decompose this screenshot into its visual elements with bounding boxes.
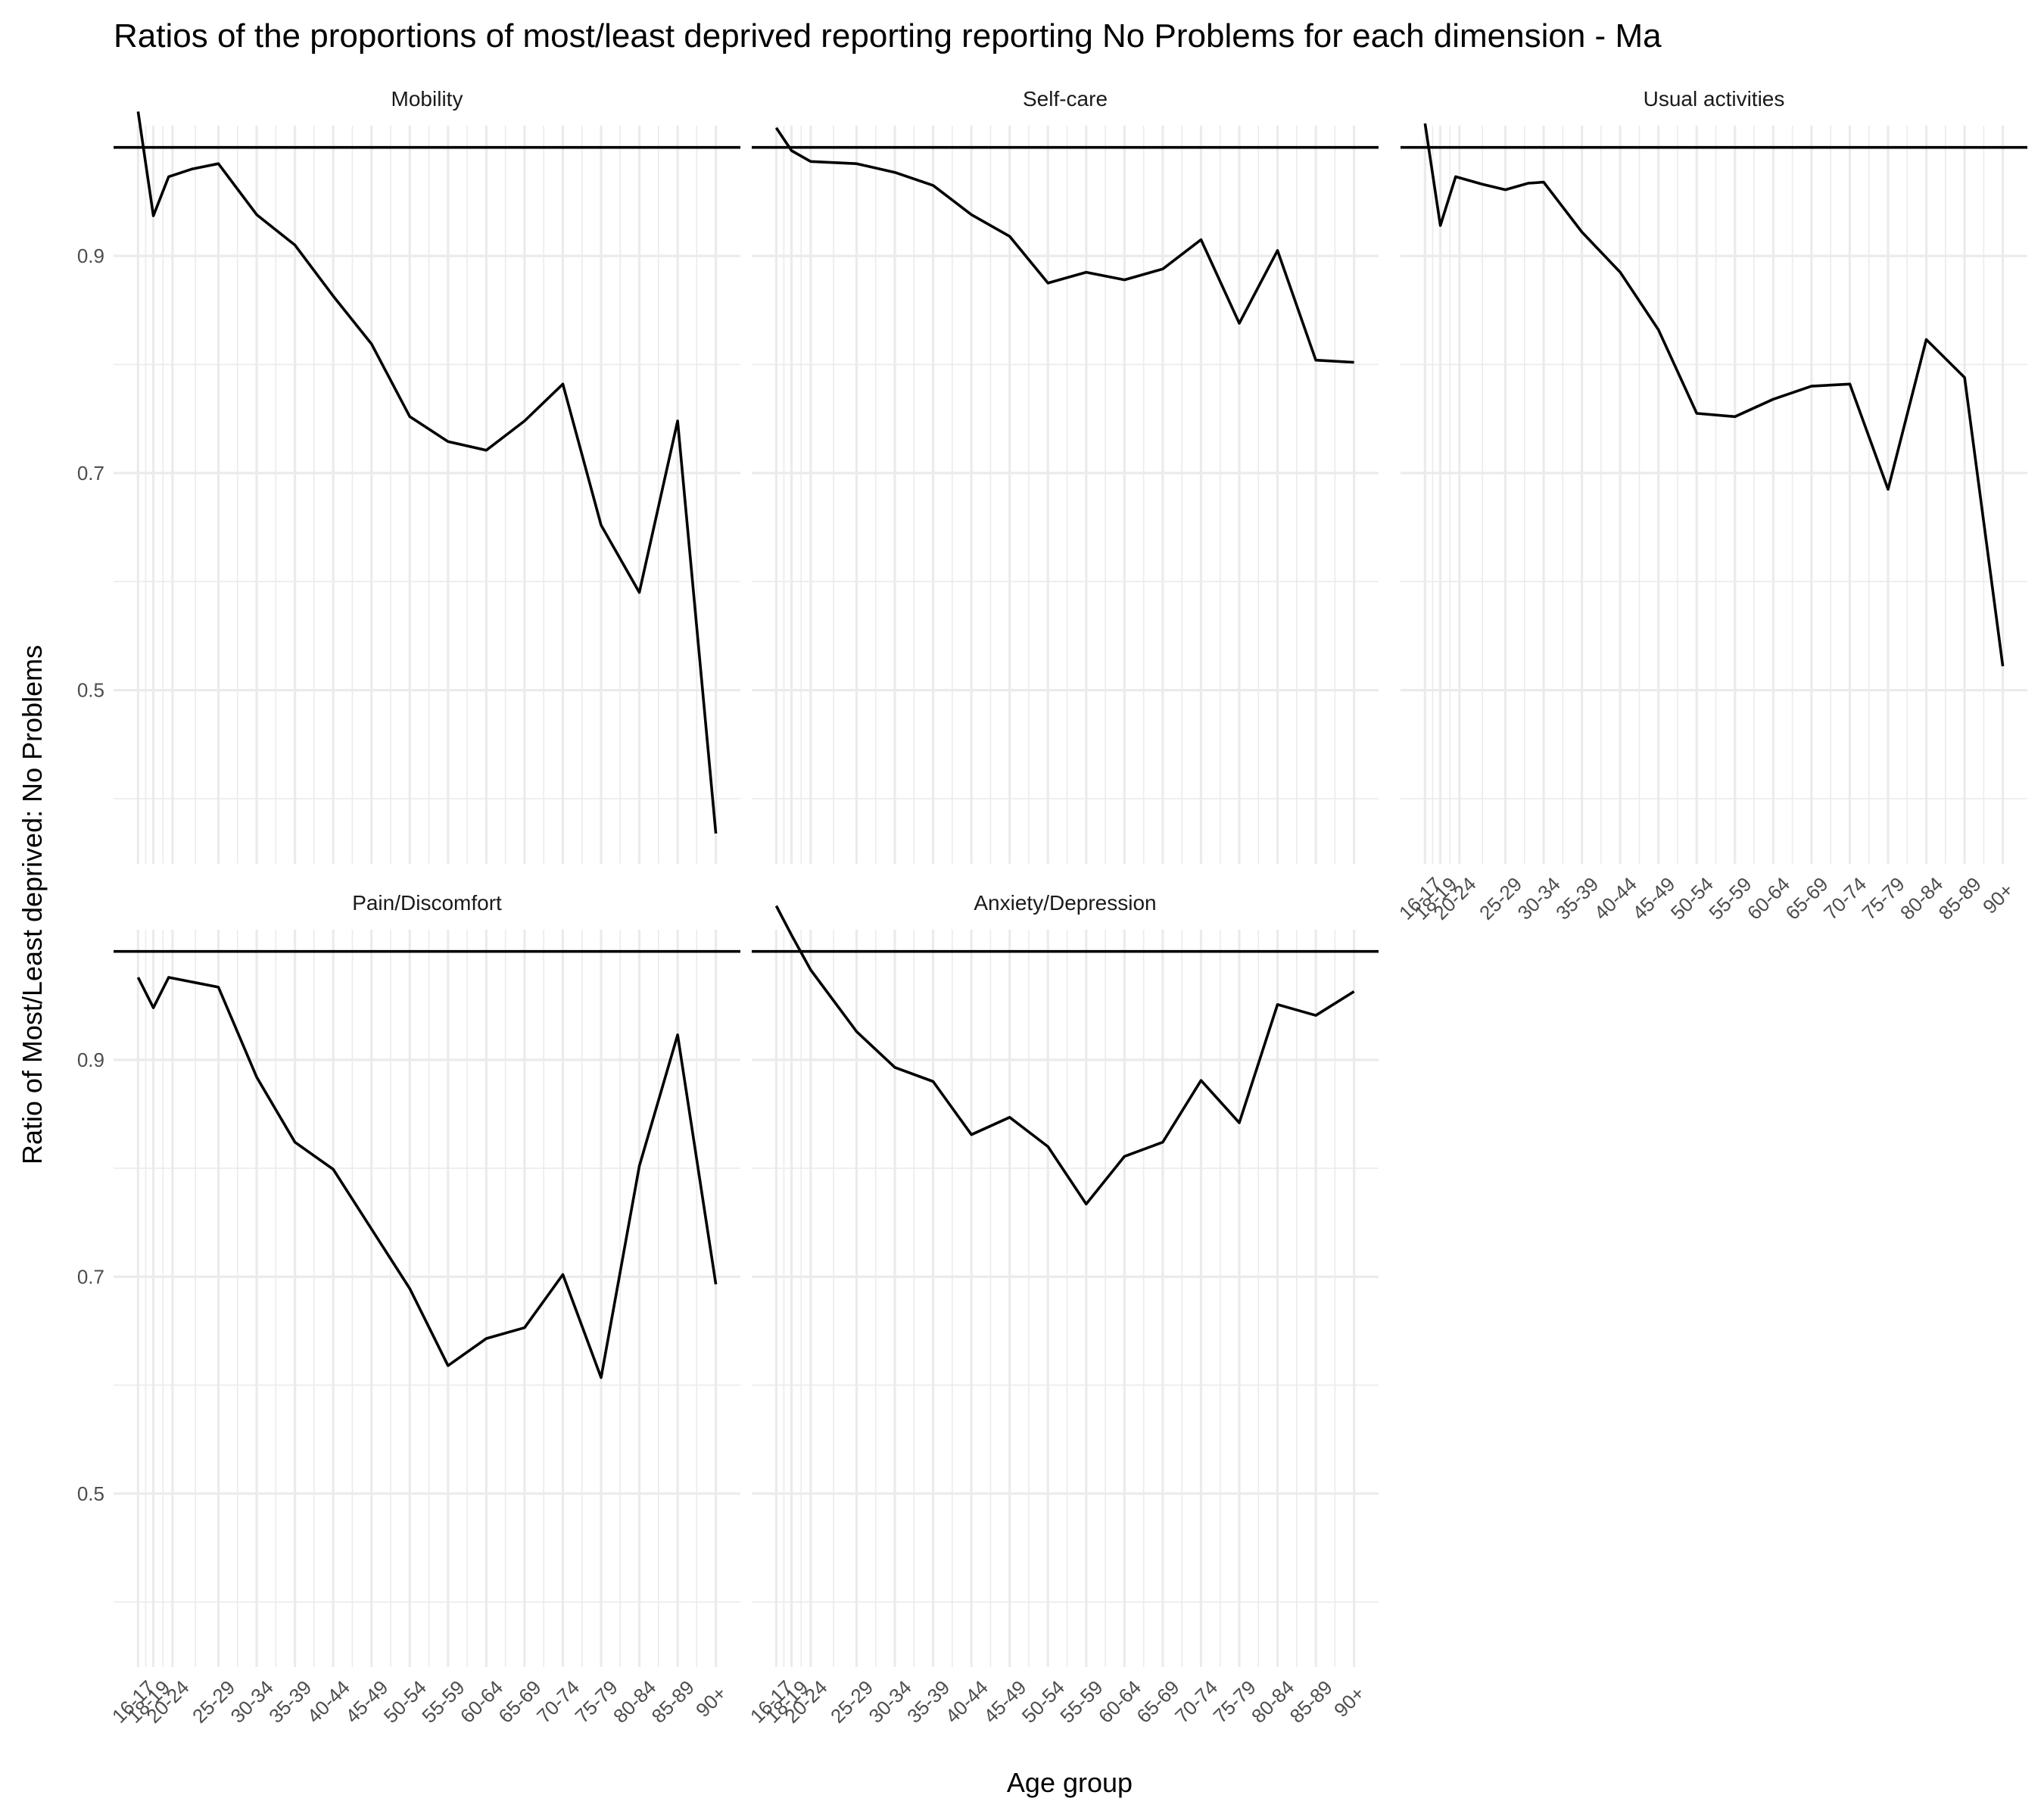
x-tick-label: 55-59 xyxy=(1704,873,1756,924)
x-tick-label: 30-34 xyxy=(865,1676,916,1728)
x-tick-label: 40-44 xyxy=(1590,873,1641,924)
x-tick-label: 35-39 xyxy=(1551,873,1603,924)
x-tick-label: 85-89 xyxy=(1285,1676,1337,1728)
x-tick-label: 75-79 xyxy=(1209,1676,1260,1728)
panel-title-usual-activities: Usual activities xyxy=(1644,87,1785,111)
x-tick-label: 35-39 xyxy=(902,1676,954,1728)
x-tick-label: 65-69 xyxy=(494,1676,545,1728)
x-tick-label: 90+ xyxy=(1329,1681,1369,1721)
x-tick-label: 40-44 xyxy=(303,1676,354,1728)
x-tick-label: 55-59 xyxy=(1055,1676,1107,1728)
x-tick-label: 60-64 xyxy=(1743,873,1794,924)
x-tick-label: 55-59 xyxy=(417,1676,469,1728)
chart-title: Ratios of the proportions of most/least … xyxy=(114,17,1662,55)
panel-usual-activities: Usual activities16-1718-1920-2425-2930-3… xyxy=(1394,87,2027,924)
series-line-pain-discomfort xyxy=(136,976,718,1379)
panel-title-self-care: Self-care xyxy=(1023,87,1108,111)
y-tick-label: 0.9 xyxy=(77,245,104,267)
x-tick-label: 90+ xyxy=(691,1681,731,1721)
x-tick-label: 25-29 xyxy=(1475,873,1526,924)
y-tick-label: 0.9 xyxy=(77,1049,104,1071)
x-tick-label: 85-89 xyxy=(647,1676,699,1728)
x-tick-label: 25-29 xyxy=(188,1676,239,1728)
panel-title-anxiety-depression: Anxiety/Depression xyxy=(974,891,1156,915)
x-tick-label: 45-49 xyxy=(341,1676,392,1728)
x-tick-label: 65-69 xyxy=(1781,873,1832,924)
x-tick-label: 25-29 xyxy=(826,1676,877,1728)
x-axis-title: Age group xyxy=(1007,1767,1133,1798)
panel-title-mobility: Mobility xyxy=(391,87,463,111)
x-tick-label: 50-54 xyxy=(379,1676,431,1728)
y-tick-label: 0.5 xyxy=(77,679,104,702)
x-tick-label: 35-39 xyxy=(264,1676,316,1728)
y-axis-title: Ratio of Most/Least deprived: No Problem… xyxy=(17,645,48,1164)
series-line-mobility xyxy=(136,111,718,834)
x-tick-label: 45-49 xyxy=(1628,873,1679,924)
y-tick-label: 0.7 xyxy=(77,462,104,485)
series-line-anxiety-depression xyxy=(774,905,1355,1206)
x-tick-label: 50-54 xyxy=(1017,1676,1069,1728)
x-tick-label: 75-79 xyxy=(571,1676,622,1728)
x-tick-label: 90+ xyxy=(1978,878,2018,918)
x-tick-label: 75-79 xyxy=(1858,873,1909,924)
x-tick-label: 60-64 xyxy=(1094,1676,1145,1728)
y-tick-label: 0.5 xyxy=(77,1482,104,1505)
series-line-usual-activities xyxy=(1423,123,2005,667)
x-tick-label: 80-84 xyxy=(609,1675,660,1727)
x-tick-label: 45-49 xyxy=(979,1676,1030,1728)
x-tick-label: 70-74 xyxy=(1819,873,1871,924)
x-tick-label: 30-34 xyxy=(1513,873,1565,924)
x-tick-label: 60-64 xyxy=(456,1676,507,1728)
x-tick-label: 80-84 xyxy=(1896,872,1947,924)
panel-pain-discomfort: Pain/Discomfort0.50.70.916-1718-1920-242… xyxy=(77,891,740,1728)
panel-anxiety-depression: Anxiety/Depression16-1718-1920-2425-2930… xyxy=(746,891,1379,1728)
x-tick-label: 65-69 xyxy=(1132,1676,1183,1728)
facet-panels: Mobility 0.5 0.7 0.9 Self-care Usual activiti… xyxy=(77,87,2027,1728)
x-tick-label: 70-74 xyxy=(532,1676,584,1728)
y-tick-label: 0.7 xyxy=(77,1265,104,1288)
x-tick-label: 50-54 xyxy=(1666,873,1718,924)
panel-mobility: Mobility 0.5 0.7 0.9 xyxy=(77,87,740,864)
x-tick-label: 40-44 xyxy=(941,1676,992,1728)
panel-self-care: Self-care xyxy=(752,87,1379,864)
panel-title-pain-discomfort: Pain/Discomfort xyxy=(352,891,502,915)
x-tick-label: 30-34 xyxy=(226,1676,278,1728)
x-tick-label: 70-74 xyxy=(1170,1676,1222,1728)
x-tick-label: 85-89 xyxy=(1934,873,1986,924)
series-line-self-care xyxy=(774,126,1354,364)
x-tick-label: 80-84 xyxy=(1247,1675,1298,1727)
